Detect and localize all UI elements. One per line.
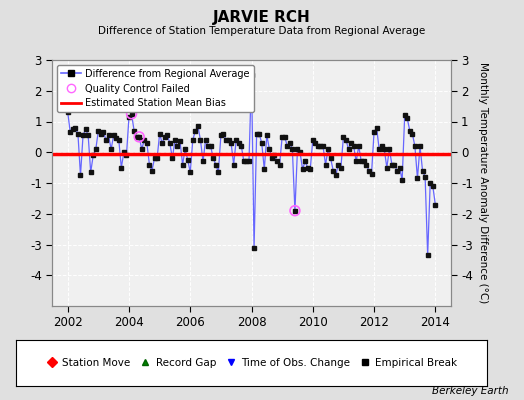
Legend: Station Move, Record Gap, Time of Obs. Change, Empirical Break: Station Move, Record Gap, Time of Obs. C… (42, 355, 461, 371)
Text: Difference of Station Temperature Data from Regional Average: Difference of Station Temperature Data f… (99, 26, 425, 36)
Legend: Difference from Regional Average, Quality Control Failed, Estimated Station Mean: Difference from Regional Average, Qualit… (57, 65, 254, 112)
Point (127, 111, 136, 117)
Y-axis label: Monthly Temperature Anomaly Difference (°C): Monthly Temperature Anomaly Difference (… (478, 62, 488, 304)
Point (291, 208, 299, 214)
Point (135, 134, 144, 140)
Text: JARVIE RCH: JARVIE RCH (213, 10, 311, 25)
Text: Berkeley Earth: Berkeley Earth (432, 386, 508, 396)
